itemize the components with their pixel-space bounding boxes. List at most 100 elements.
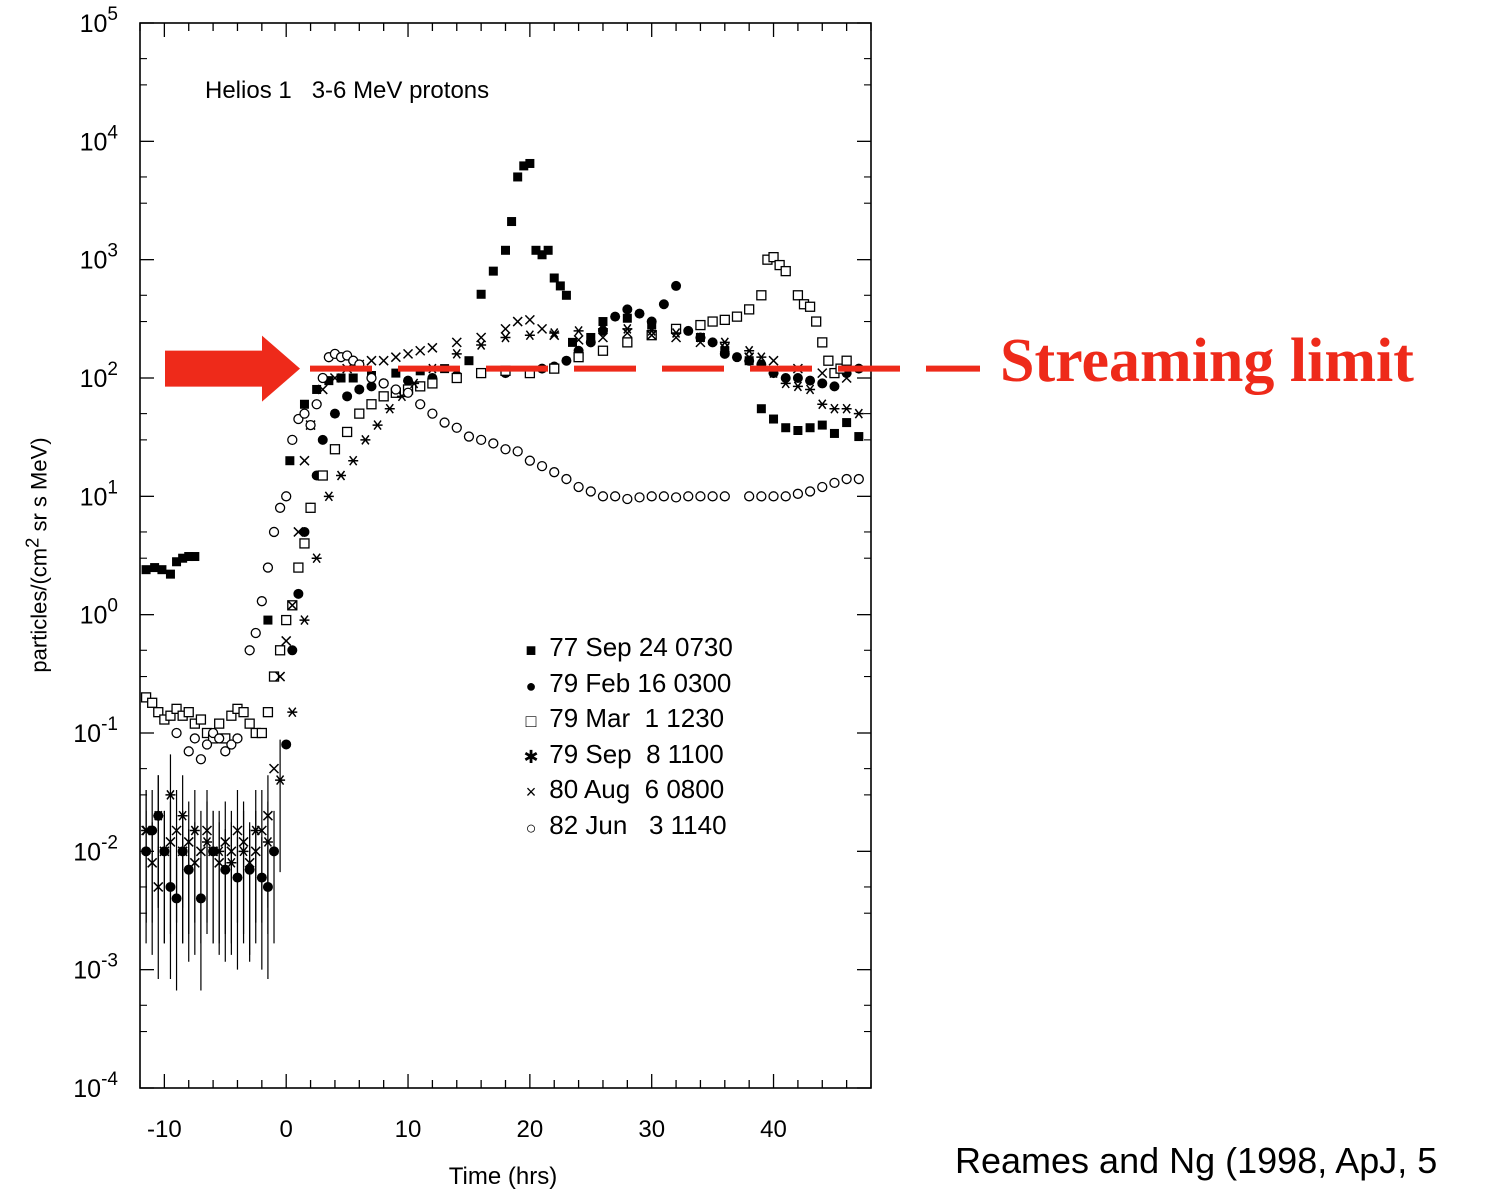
- data-point: [269, 846, 280, 857]
- data-point: [232, 872, 243, 883]
- data-point: [141, 565, 151, 575]
- data-point: [531, 245, 541, 255]
- data-point: [829, 428, 839, 438]
- data-point: [451, 337, 462, 348]
- data-point: [500, 332, 511, 343]
- data-point: [281, 491, 292, 502]
- data-point: [744, 345, 755, 356]
- data-point: [329, 372, 340, 384]
- data-point: [756, 491, 767, 502]
- data-point: [183, 746, 194, 757]
- data-point: [366, 381, 377, 392]
- data-point: [573, 481, 584, 493]
- y-axis-label-part-2: sr s MeV): [26, 437, 52, 538]
- legend-item: ■ 77 Sep 24 0730: [520, 630, 733, 666]
- y-tick-label: 105: [80, 4, 118, 38]
- data-point: [512, 316, 523, 327]
- data-point: [220, 746, 231, 757]
- legend-label: 77 Sep 24 0730: [549, 632, 733, 662]
- data-point: [268, 526, 280, 538]
- data-point: [780, 373, 791, 383]
- data-point: [354, 408, 365, 419]
- data-point: [671, 280, 682, 291]
- data-point: [262, 707, 274, 718]
- data-point: [171, 727, 182, 739]
- data-point: [299, 615, 310, 626]
- data-point: [262, 810, 273, 821]
- data-point: [805, 384, 816, 395]
- y-tick-label-base: 10: [73, 957, 101, 985]
- data-point: [549, 330, 560, 341]
- data-point: [500, 323, 511, 334]
- data-point: [744, 355, 755, 366]
- y-tick-label-base: 10: [80, 247, 108, 275]
- data-point: [756, 352, 767, 363]
- data-point: [841, 355, 852, 366]
- data-point: [597, 491, 609, 502]
- data-point: [141, 846, 152, 857]
- data-point: [585, 486, 596, 497]
- data-point: [317, 372, 328, 384]
- data-point: [793, 426, 803, 436]
- y-tick-label-exponent: -4: [101, 1069, 118, 1090]
- data-point: [366, 355, 377, 366]
- data-point: [841, 403, 852, 414]
- y-tick-label-base: 10: [73, 838, 101, 866]
- data-point: [366, 372, 377, 384]
- filled-circle-icon: ●: [525, 675, 537, 696]
- data-point: [476, 332, 487, 343]
- data-point: [634, 492, 645, 503]
- data-point: [311, 553, 322, 564]
- y-tick-label-exponent: 1: [107, 477, 118, 498]
- data-point: [274, 502, 286, 513]
- data-point: [159, 846, 170, 857]
- data-point: [147, 825, 158, 836]
- data-point: [768, 491, 779, 502]
- cross-icon: ×: [525, 782, 537, 802]
- data-point: [524, 330, 535, 341]
- data-point: [841, 473, 852, 485]
- data-point: [275, 671, 286, 682]
- data-point: [817, 399, 828, 410]
- data-point: [256, 596, 267, 607]
- data-point: [774, 259, 785, 271]
- data-point: [781, 423, 791, 433]
- data-point: [281, 635, 292, 646]
- data-point: [769, 414, 779, 424]
- data-point: [597, 323, 608, 334]
- data-point: [256, 825, 267, 836]
- data-point: [281, 614, 292, 626]
- data-point: [147, 857, 158, 868]
- data-point: [171, 893, 182, 904]
- y-tick-label-exponent: 2: [107, 359, 118, 380]
- legend-item: ○ 82 Jun 3 1140: [520, 808, 733, 844]
- data-point: [189, 857, 200, 868]
- data-point: [214, 733, 225, 744]
- data-point: [195, 714, 207, 725]
- data-point: [707, 491, 718, 502]
- data-point: [561, 290, 571, 300]
- data-point: [226, 857, 237, 868]
- series-4: [141, 323, 864, 868]
- plot-title: Helios 1 3-6 MeV protons: [205, 77, 490, 104]
- data-point: [275, 775, 286, 786]
- data-point: [817, 337, 828, 348]
- data-point: [427, 408, 438, 419]
- data-point: [525, 158, 535, 168]
- error-bars: [145, 739, 281, 991]
- data-point: [299, 538, 310, 549]
- data-point: [403, 348, 414, 359]
- data-point: [610, 311, 621, 322]
- y-tick-label-exponent: -2: [101, 832, 118, 853]
- data-point: [190, 552, 200, 562]
- data-point: [841, 372, 852, 384]
- data-point: [829, 477, 840, 489]
- data-point: [281, 739, 292, 750]
- y-tick-label-base: 10: [80, 602, 108, 630]
- data-point: [804, 301, 816, 312]
- data-point: [780, 491, 791, 502]
- data-point: [172, 557, 182, 567]
- data-point: [165, 569, 175, 579]
- data-point: [549, 328, 560, 338]
- data-point: [299, 526, 310, 537]
